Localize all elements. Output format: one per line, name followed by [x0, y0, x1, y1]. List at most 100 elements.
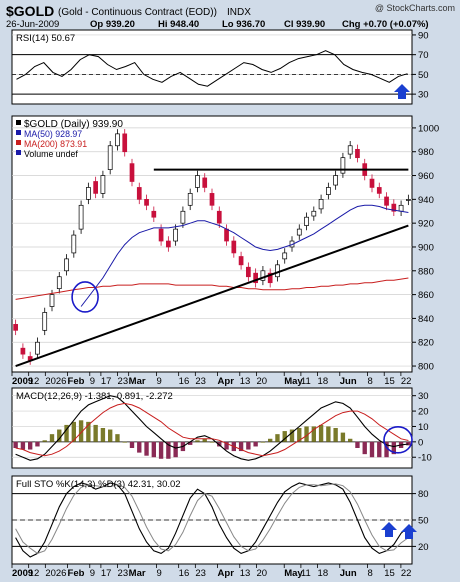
close-value: Cl 939.90	[284, 19, 325, 30]
macd-histogram-bar	[406, 441, 411, 446]
macd-histogram-bar	[297, 428, 302, 442]
macd-histogram-bar	[340, 432, 346, 442]
price-candle	[340, 157, 346, 174]
x-axis-label: Jun	[340, 376, 357, 387]
price-candle	[56, 276, 62, 290]
change-value: Chg +0.70 (+0.07%)	[342, 19, 429, 30]
x-axis-label: Mar	[129, 376, 146, 387]
macd-histogram-bar	[57, 429, 62, 442]
x-axis-label: 22	[401, 568, 412, 579]
price-candle	[282, 252, 288, 260]
price-candle	[318, 198, 324, 210]
x-axis-label: Jun	[340, 568, 357, 579]
rsi-panel	[11, 29, 413, 105]
macd-histogram-bar	[49, 434, 55, 442]
exchange-label: INDX	[227, 7, 251, 18]
stochastic-d-line	[15, 483, 409, 554]
macd-histogram-bar	[275, 434, 280, 442]
price-candle	[107, 145, 113, 170]
macd-histogram-bar	[42, 440, 47, 442]
macd-histogram-bar	[64, 424, 69, 442]
price-candle	[391, 203, 397, 212]
x-axis-label: Mar	[129, 568, 146, 579]
x-axis-label: 2026	[45, 376, 66, 387]
x-axis-label: 18	[318, 568, 329, 579]
price-candle	[267, 272, 273, 284]
price-candle	[406, 199, 411, 201]
price-candle	[275, 264, 280, 278]
x-axis-label: 15	[384, 568, 395, 579]
x-axis-label: 11	[301, 376, 311, 387]
macd-signal-line	[15, 402, 409, 457]
macd-histogram-bar	[122, 441, 127, 443]
price-axis-tick-label: 840	[418, 314, 434, 325]
macd-histogram-bar	[166, 441, 171, 459]
price-candle	[64, 258, 69, 272]
stochastic-up-arrow-1-icon	[381, 522, 397, 537]
price-candle	[231, 240, 237, 254]
price-candle	[369, 178, 375, 188]
macd-histogram-bar	[115, 434, 120, 442]
rsi-up-arrow-icon	[394, 84, 410, 99]
x-axis-label: 8	[368, 376, 373, 387]
price-axis-tick-label: 860	[418, 290, 434, 301]
price-candle	[246, 266, 251, 278]
price-candle	[216, 210, 222, 224]
price-candle	[311, 210, 317, 217]
macd-axis-tick-label: 0	[418, 437, 423, 448]
open-value: Op 939.20	[90, 19, 135, 30]
price-candle	[304, 216, 309, 226]
price-candle	[71, 234, 77, 254]
rsi-line	[16, 50, 408, 87]
x-axis-label: 12	[29, 376, 40, 387]
ma-cross-circle	[71, 281, 99, 313]
price-candle	[136, 187, 142, 200]
x-axis-label: 20	[256, 376, 267, 387]
x-axis-label: 12	[29, 568, 40, 579]
x-axis-label: 15	[384, 376, 395, 387]
macd-histogram-bar	[348, 438, 353, 442]
macd-histogram-bar	[224, 441, 229, 450]
macd-histogram-bar	[326, 426, 331, 442]
price-candle	[158, 228, 164, 242]
price-axis-tick-label: 820	[418, 338, 434, 349]
macd-histogram-bar	[144, 441, 149, 456]
macd-histogram-bar	[100, 428, 106, 442]
macd-histogram-bar	[71, 421, 76, 442]
x-axis-label: 9	[90, 376, 95, 387]
price-legend-swatch	[16, 130, 21, 135]
low-value: Lo 936.70	[222, 19, 265, 30]
x-axis-label: 9	[156, 568, 161, 579]
price-candle	[78, 204, 84, 230]
macd-histogram-bar	[93, 424, 98, 442]
price-legend-swatch	[16, 120, 21, 125]
x-axis-label: 18	[318, 376, 329, 387]
price-candle	[100, 175, 106, 194]
macd-histogram-bar	[137, 441, 142, 453]
stochastic-k-line	[15, 482, 409, 558]
price-candle	[384, 196, 389, 206]
price-candle	[144, 198, 149, 206]
x-axis-label: 13	[240, 568, 251, 579]
price-legend-swatch	[16, 140, 21, 145]
macd-histogram-bar	[173, 441, 178, 458]
macd-histogram-bar	[384, 441, 389, 458]
rsi-axis-tick-label: 50	[418, 70, 429, 81]
price-candle	[202, 177, 208, 188]
x-axis-label: Apr	[218, 376, 235, 387]
rsi-axis-tick-label: 70	[418, 50, 429, 61]
price-candle	[187, 193, 193, 206]
price-axis-tick-label: 920	[418, 219, 434, 230]
macd-histogram-bar	[282, 431, 287, 442]
price-candle	[376, 187, 382, 194]
x-axis-label: 13	[240, 376, 251, 387]
rsi-axis-tick-label: 90	[418, 30, 429, 41]
price-candle	[20, 347, 26, 355]
macd-histogram-bar	[289, 429, 295, 442]
price-candle	[180, 210, 186, 224]
macd-histogram-bar	[195, 440, 200, 442]
macd-histogram-bar	[238, 441, 244, 452]
price-candle	[347, 145, 353, 155]
macd-histogram-bar	[253, 441, 258, 447]
